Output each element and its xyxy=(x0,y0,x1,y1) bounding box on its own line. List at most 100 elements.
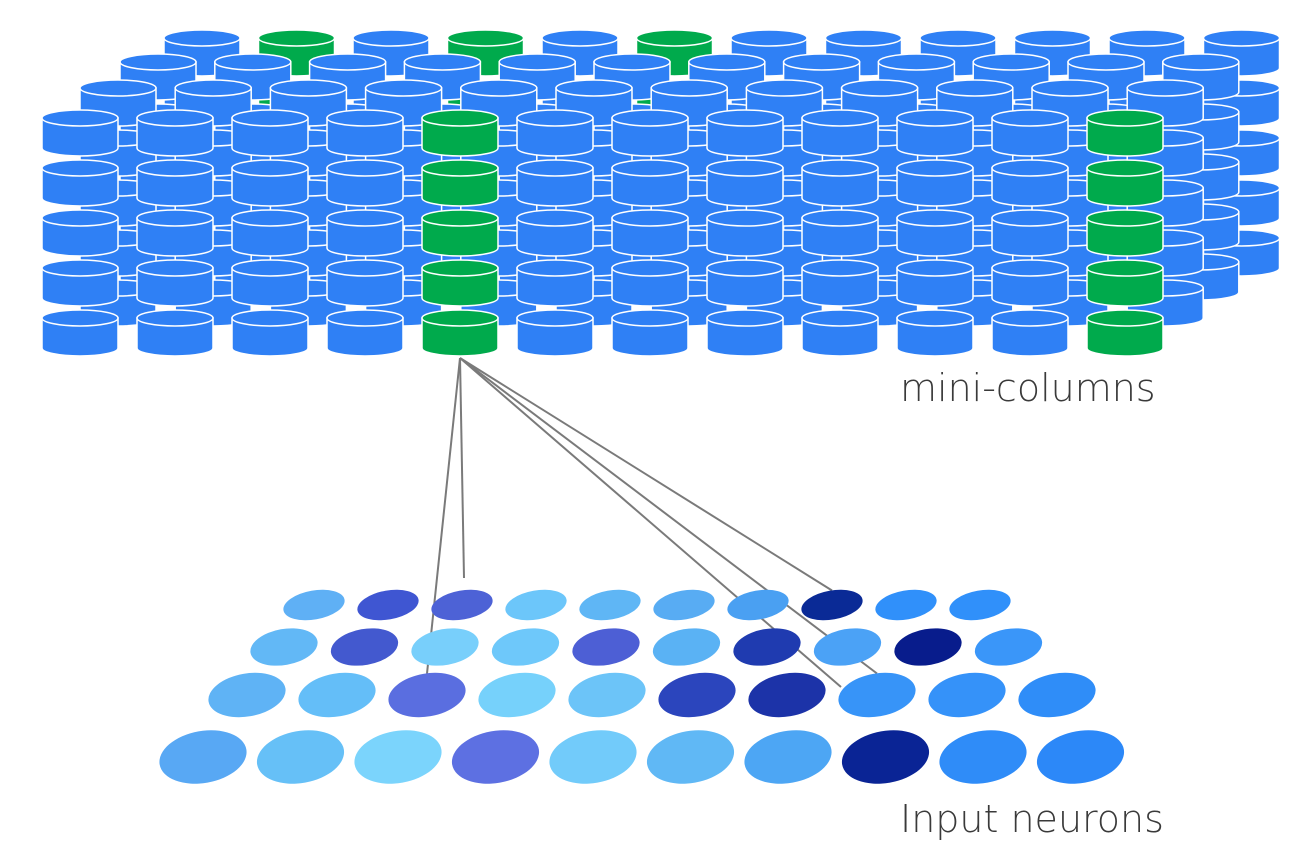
input-neuron xyxy=(388,672,466,718)
mini-column xyxy=(516,109,594,357)
mini-columns-label: mini-columns xyxy=(900,366,1156,410)
input-neuron xyxy=(939,730,1027,784)
column-cell xyxy=(41,109,119,157)
mini-column xyxy=(706,109,784,357)
column-cell xyxy=(231,309,309,357)
column-cell xyxy=(516,209,594,257)
column-cell xyxy=(516,259,594,307)
column-cell xyxy=(801,109,879,157)
input-neuron xyxy=(256,730,345,784)
column-cell xyxy=(706,309,784,357)
input-neuron xyxy=(330,628,399,666)
column-cell xyxy=(801,209,879,257)
active-mini-column xyxy=(421,109,499,357)
input-neuron xyxy=(431,589,493,621)
column-cell xyxy=(136,209,214,257)
column-cell xyxy=(231,259,309,307)
connection-line xyxy=(459,357,465,579)
column-cell xyxy=(706,209,784,257)
input-neuron xyxy=(491,628,560,666)
column-cell xyxy=(611,259,689,307)
mini-column xyxy=(326,109,404,357)
column-cell xyxy=(801,159,879,207)
input-neuron xyxy=(354,730,442,784)
connection-lines xyxy=(426,357,878,688)
input-neuron xyxy=(505,589,567,621)
column-cell xyxy=(136,309,214,357)
column-cell xyxy=(896,259,974,307)
input-neuron xyxy=(727,589,789,621)
input-neuron xyxy=(733,628,801,666)
input-neuron xyxy=(208,672,286,718)
column-cell xyxy=(41,309,119,357)
mini-column xyxy=(136,109,214,357)
input-neuron xyxy=(813,628,882,666)
column-cell xyxy=(706,109,784,157)
column-cell xyxy=(991,259,1069,307)
input-neuron xyxy=(949,589,1011,621)
input-neuron xyxy=(801,589,863,621)
connection-line xyxy=(426,357,461,674)
column-cell xyxy=(136,159,214,207)
column-cell xyxy=(421,309,499,357)
input-neuron xyxy=(250,628,318,666)
column-cell xyxy=(326,159,404,207)
input-neuron xyxy=(974,628,1043,666)
column-cell xyxy=(1086,159,1164,207)
column-cell xyxy=(41,159,119,207)
mini-column xyxy=(41,109,119,357)
input-neuron xyxy=(579,589,641,621)
mini-column xyxy=(896,109,974,357)
mini-column xyxy=(801,109,879,357)
input-neuron xyxy=(894,628,962,666)
column-cell xyxy=(326,209,404,257)
column-cell xyxy=(231,209,309,257)
input-neuron xyxy=(283,589,345,621)
mini-column xyxy=(231,109,309,357)
column-cell xyxy=(611,109,689,157)
input-neuron xyxy=(744,730,832,784)
column-cell xyxy=(896,209,974,257)
column-cell xyxy=(611,209,689,257)
input-neuron-row xyxy=(283,589,1011,621)
column-cell xyxy=(611,159,689,207)
column-cell xyxy=(326,109,404,157)
column-cell xyxy=(1086,109,1164,157)
connection-line xyxy=(459,357,833,592)
input-neuron xyxy=(646,730,735,784)
column-cell xyxy=(991,109,1069,157)
mini-column xyxy=(991,109,1069,357)
input-neuron xyxy=(1018,672,1096,718)
input-neuron xyxy=(653,589,715,621)
input-neuron xyxy=(298,672,376,718)
column-cell xyxy=(991,209,1069,257)
input-neuron xyxy=(841,730,930,784)
column-cell xyxy=(896,109,974,157)
connection-line xyxy=(459,357,878,675)
column-cell xyxy=(326,259,404,307)
column-cell xyxy=(231,109,309,157)
column-cell xyxy=(896,309,974,357)
input-neuron xyxy=(451,730,540,784)
input-neuron xyxy=(652,628,721,666)
column-cell xyxy=(136,109,214,157)
input-neuron xyxy=(928,672,1006,718)
input-neuron xyxy=(357,589,419,621)
column-cell xyxy=(136,259,214,307)
input-neuron xyxy=(549,730,637,784)
column-cell xyxy=(801,259,879,307)
column-cell xyxy=(1086,209,1164,257)
column-cell xyxy=(421,259,499,307)
input-neuron xyxy=(658,672,736,718)
column-cell xyxy=(1086,259,1164,307)
input-neuron xyxy=(748,672,826,718)
column-cell xyxy=(611,309,689,357)
input-neuron xyxy=(159,730,247,784)
column-cell xyxy=(326,309,404,357)
input-neuron-row xyxy=(250,628,1043,666)
input-neuron-row xyxy=(208,672,1096,718)
column-cell xyxy=(516,159,594,207)
column-cell xyxy=(231,159,309,207)
column-cell xyxy=(706,259,784,307)
